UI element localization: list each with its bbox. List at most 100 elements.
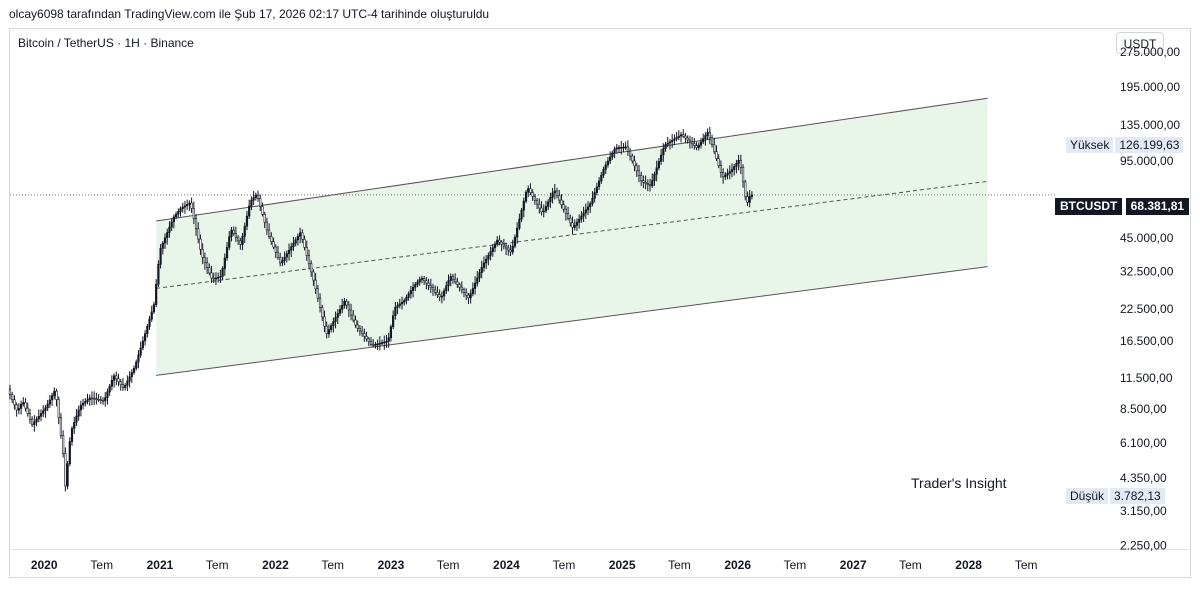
low-marker: Düşük 3.782,13 [1066,487,1165,504]
candle-body-up [480,267,483,273]
candle-body-down [558,195,561,201]
candle-body-down [708,132,711,139]
candle-body-up [124,385,127,388]
candle [602,166,605,179]
candle [172,214,175,229]
candle-body-up [553,190,556,194]
candle [564,205,567,221]
candle [199,234,202,256]
candle-body-down [365,335,368,340]
candle-body-down [695,145,698,148]
candle [624,141,627,150]
candle [502,238,505,250]
candle-body-up [146,326,149,334]
candle-body-up [217,276,220,279]
candle-body-down [456,281,459,285]
candle [702,133,705,144]
candle-body-down [504,245,508,249]
candle [307,249,311,270]
candle [500,240,503,252]
candle-body-down [423,278,426,282]
candle-body-up [527,188,530,193]
candle-body-up [77,409,80,417]
candle-body-up [493,243,497,249]
candle [93,391,96,406]
candle [527,185,530,198]
low-marker-value: 3.782,13 [1110,488,1165,504]
candle [376,339,379,350]
candle-body-up [440,295,443,298]
candle-body-down [349,309,353,316]
candle-body-down [372,343,375,346]
candle-body-down [427,282,430,286]
candle [383,335,386,350]
candle [146,324,149,338]
candle [617,145,621,153]
candle-body-up [225,246,229,259]
candle-body-down [90,397,94,400]
candle-body-down [684,135,687,139]
candle-body-down [458,284,461,288]
candle [378,336,381,351]
candle-body-up [228,236,231,248]
candle-body-up [281,260,284,264]
chart-frame [9,28,1191,578]
candle [664,141,667,152]
candle [8,384,12,400]
candle-body-down [358,328,362,332]
last-price-tag: BTCUSDT 68.381,81 [1055,198,1190,215]
candle-body-down [564,208,567,215]
candle [748,190,751,208]
candle [367,336,370,347]
channel-lower-line [156,266,988,376]
candle [675,131,678,142]
candle-body-up [597,180,601,188]
candle [135,359,138,371]
candle-body-up [469,293,472,299]
candle [691,136,694,149]
candle [279,252,282,267]
candle-body-up [35,418,38,423]
candle [358,325,362,336]
candle [73,416,76,434]
candle [744,179,747,201]
candle-body-down [569,217,572,224]
candle-body-up [478,272,481,279]
candle [626,140,629,156]
candle [715,145,718,162]
candle-body-down [263,213,266,223]
candle-body-up [174,213,178,218]
candle [600,171,603,184]
candle-body-up [126,380,129,386]
candle [254,192,257,201]
y-axis-tick-label: 135.000,00 [1120,118,1180,132]
symbol-title[interactable]: Bitcoin / TetherUS · 1H · Binance [18,36,194,50]
candle [593,188,596,203]
candle-body-up [664,144,667,149]
candle [121,377,125,391]
candle [203,252,206,270]
candle-body-down [746,196,749,203]
candle-body-down [272,241,275,248]
candle-body-up [485,258,488,264]
candle-body-down [367,338,370,342]
candle-body-down [686,137,689,141]
channel-upper-line [156,97,988,222]
candle-body-up [750,194,754,197]
candle-body-up [697,144,700,148]
candle-body-down [467,294,470,299]
candle [99,395,102,405]
candle-body-up [489,251,492,256]
candle-body-down [502,243,505,247]
candle [493,241,497,253]
candle-body-down [710,137,714,146]
candle [609,151,612,164]
candle-body-up [551,192,554,198]
candle [509,244,512,257]
candle-body-up [219,276,222,278]
candle-body-up [442,290,446,297]
currency-button[interactable]: USDT [1116,32,1164,54]
x-axis-separator [10,549,1190,550]
candle-body-up [341,305,344,310]
